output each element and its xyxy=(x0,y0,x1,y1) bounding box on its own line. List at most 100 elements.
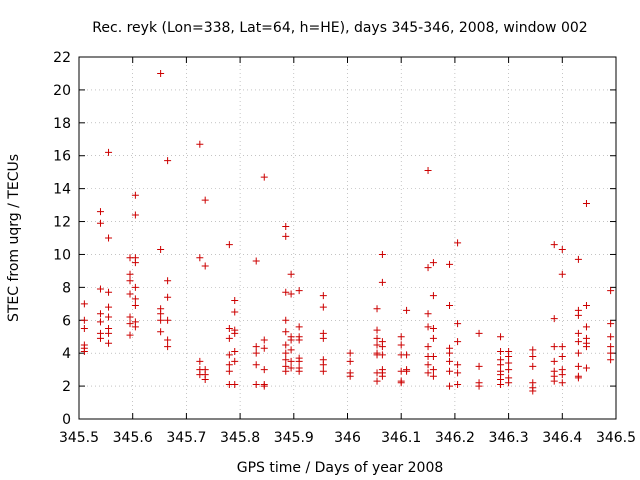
data-point xyxy=(105,313,113,321)
data-point xyxy=(295,287,303,295)
data-point xyxy=(231,308,239,316)
data-point xyxy=(607,333,615,341)
chart-title: Rec. reyk (Lon=338, Lat=64, h=HE), days … xyxy=(92,20,587,36)
data-point xyxy=(550,315,558,323)
data-point xyxy=(424,264,432,272)
data-point xyxy=(497,380,505,388)
x-tick-label: 346 xyxy=(334,430,361,446)
data-point xyxy=(295,336,303,344)
data-point xyxy=(105,329,113,337)
data-point xyxy=(295,323,303,331)
data-point xyxy=(105,148,113,156)
plot-frame xyxy=(78,56,617,420)
grid-lines xyxy=(79,57,616,419)
data-point xyxy=(550,241,558,249)
data-point xyxy=(287,290,295,298)
data-point xyxy=(260,336,268,344)
data-point xyxy=(346,349,354,357)
data-point xyxy=(105,288,113,296)
data-points xyxy=(80,69,615,395)
data-point xyxy=(164,277,172,285)
data-point xyxy=(231,380,239,388)
data-point xyxy=(96,219,104,227)
data-point xyxy=(282,232,290,240)
data-point xyxy=(378,351,386,359)
data-point xyxy=(252,380,260,388)
data-point xyxy=(164,157,172,165)
x-tick-label: 346.2 xyxy=(435,430,475,446)
data-point xyxy=(201,376,209,384)
data-point xyxy=(582,199,590,207)
data-point xyxy=(157,69,165,77)
data-point xyxy=(373,334,381,342)
data-point xyxy=(131,301,139,309)
data-point xyxy=(319,361,327,369)
data-point xyxy=(429,372,437,380)
data-point xyxy=(574,349,582,357)
data-point xyxy=(131,211,139,219)
data-point xyxy=(558,371,566,379)
data-point xyxy=(105,234,113,242)
data-point xyxy=(260,382,268,390)
data-point xyxy=(282,367,290,375)
data-point xyxy=(558,343,566,351)
data-point xyxy=(454,239,462,247)
x-tick-label: 345.9 xyxy=(274,430,314,446)
data-point xyxy=(373,377,381,385)
data-point xyxy=(558,270,566,278)
data-point xyxy=(164,343,172,351)
data-point xyxy=(550,357,558,365)
data-point xyxy=(96,334,104,342)
data-point xyxy=(373,341,381,349)
data-point xyxy=(403,367,411,375)
data-point xyxy=(403,306,411,314)
data-point xyxy=(96,310,104,318)
data-point xyxy=(131,191,139,199)
data-point xyxy=(287,270,295,278)
data-point xyxy=(429,366,437,374)
data-point xyxy=(475,382,483,390)
data-point xyxy=(282,328,290,336)
data-point xyxy=(424,310,432,318)
data-point xyxy=(454,361,462,369)
data-point xyxy=(346,357,354,365)
data-point xyxy=(252,257,260,265)
data-point xyxy=(282,316,290,324)
data-point xyxy=(80,325,88,332)
data-point xyxy=(454,320,462,328)
data-point xyxy=(475,362,483,370)
data-point xyxy=(282,341,290,349)
data-point xyxy=(225,334,233,342)
data-point xyxy=(157,310,165,318)
data-point xyxy=(529,387,537,395)
data-point xyxy=(529,352,537,360)
data-point xyxy=(446,367,454,375)
data-point xyxy=(287,336,295,344)
data-point xyxy=(424,167,432,175)
data-point xyxy=(497,361,505,369)
data-point xyxy=(225,241,233,249)
tick-labels: 345.5 345.6 345.7 345.8 345.9 346 346.1 346.2 34… xyxy=(53,50,636,446)
data-point xyxy=(319,303,327,311)
data-point xyxy=(424,343,432,351)
data-point xyxy=(429,352,437,360)
data-point xyxy=(196,140,204,148)
data-point xyxy=(131,323,139,331)
x-tick-label: 346.5 xyxy=(596,430,636,446)
data-point xyxy=(131,283,139,291)
data-point xyxy=(131,259,139,267)
data-point xyxy=(497,333,505,341)
data-point xyxy=(378,372,386,380)
data-point xyxy=(558,352,566,360)
x-tick-label: 345.6 xyxy=(113,430,153,446)
data-point xyxy=(454,369,462,377)
data-point xyxy=(295,357,303,365)
data-point xyxy=(378,343,386,351)
data-point xyxy=(231,348,239,356)
data-point xyxy=(397,333,405,341)
data-point xyxy=(574,374,582,382)
data-point xyxy=(126,277,134,285)
data-point xyxy=(287,357,295,365)
x-tick-label: 345.7 xyxy=(166,430,206,446)
data-point xyxy=(319,367,327,375)
